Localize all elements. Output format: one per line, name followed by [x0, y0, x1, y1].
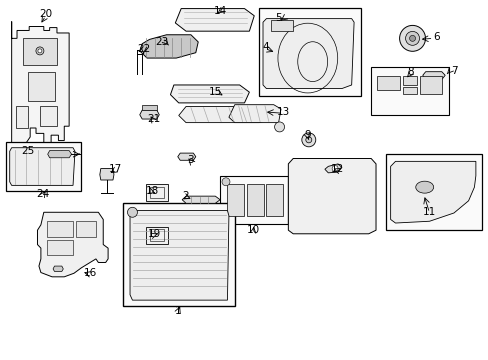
Polygon shape — [12, 22, 69, 151]
Bar — [146, 184, 167, 201]
Text: 6: 6 — [433, 32, 439, 41]
Polygon shape — [100, 168, 114, 180]
Circle shape — [127, 207, 137, 217]
Bar — [220, 176, 288, 224]
Text: 7: 7 — [450, 66, 456, 76]
Polygon shape — [48, 150, 71, 158]
Bar — [385, 154, 481, 230]
Text: 20: 20 — [39, 9, 52, 19]
Text: 12: 12 — [330, 164, 343, 174]
Polygon shape — [263, 19, 353, 89]
Text: 5: 5 — [275, 13, 282, 23]
Text: 16: 16 — [83, 268, 97, 278]
Text: 18: 18 — [145, 186, 158, 196]
Circle shape — [274, 122, 284, 132]
Text: 10: 10 — [246, 225, 259, 235]
Polygon shape — [140, 35, 198, 58]
Polygon shape — [422, 72, 444, 80]
Polygon shape — [228, 105, 281, 123]
Text: 14: 14 — [213, 6, 226, 16]
Bar — [402, 76, 417, 85]
Bar — [149, 187, 164, 198]
Polygon shape — [175, 9, 254, 31]
Bar — [376, 76, 400, 90]
Bar — [246, 184, 264, 216]
Circle shape — [399, 26, 425, 51]
Polygon shape — [40, 107, 57, 126]
Text: 2: 2 — [183, 191, 189, 201]
Bar — [419, 76, 441, 94]
Text: 17: 17 — [108, 164, 122, 174]
Circle shape — [38, 49, 42, 53]
Bar — [47, 240, 73, 255]
Polygon shape — [288, 158, 375, 234]
Polygon shape — [38, 212, 108, 277]
Text: 24: 24 — [36, 189, 49, 199]
Bar — [149, 229, 164, 241]
Bar — [146, 226, 167, 244]
Bar — [402, 87, 417, 94]
Bar — [122, 203, 234, 306]
Circle shape — [331, 166, 337, 171]
Polygon shape — [182, 196, 220, 203]
Text: 19: 19 — [147, 229, 161, 239]
Polygon shape — [170, 85, 249, 103]
Text: 25: 25 — [21, 146, 34, 156]
Polygon shape — [16, 107, 28, 128]
Bar — [76, 221, 96, 237]
Text: 9: 9 — [304, 130, 310, 140]
Polygon shape — [140, 110, 159, 119]
Ellipse shape — [415, 181, 433, 193]
Circle shape — [222, 178, 229, 186]
Text: 21: 21 — [146, 114, 160, 124]
Text: 22: 22 — [137, 44, 150, 54]
Bar — [271, 21, 293, 31]
Polygon shape — [53, 266, 63, 271]
Text: 23: 23 — [155, 37, 168, 47]
Text: 1: 1 — [174, 306, 181, 316]
Polygon shape — [390, 161, 475, 223]
Text: 13: 13 — [276, 107, 289, 117]
Polygon shape — [10, 148, 75, 185]
Text: 8: 8 — [406, 67, 412, 77]
Polygon shape — [178, 153, 195, 160]
Bar — [227, 184, 244, 216]
Circle shape — [301, 133, 315, 147]
Circle shape — [305, 137, 311, 143]
Text: 11: 11 — [422, 207, 435, 217]
Polygon shape — [142, 105, 157, 110]
Bar — [6, 142, 81, 191]
Polygon shape — [179, 107, 278, 123]
Polygon shape — [130, 211, 228, 300]
Circle shape — [409, 35, 415, 41]
Text: 3: 3 — [187, 155, 194, 165]
Polygon shape — [28, 72, 55, 101]
Circle shape — [405, 31, 419, 45]
Text: 15: 15 — [208, 87, 222, 97]
Polygon shape — [23, 39, 57, 65]
Circle shape — [36, 47, 44, 55]
Bar — [266, 184, 283, 216]
Polygon shape — [324, 164, 341, 173]
Bar — [47, 221, 73, 237]
Text: 4: 4 — [262, 42, 268, 52]
Bar — [370, 67, 448, 116]
Bar — [259, 8, 361, 96]
